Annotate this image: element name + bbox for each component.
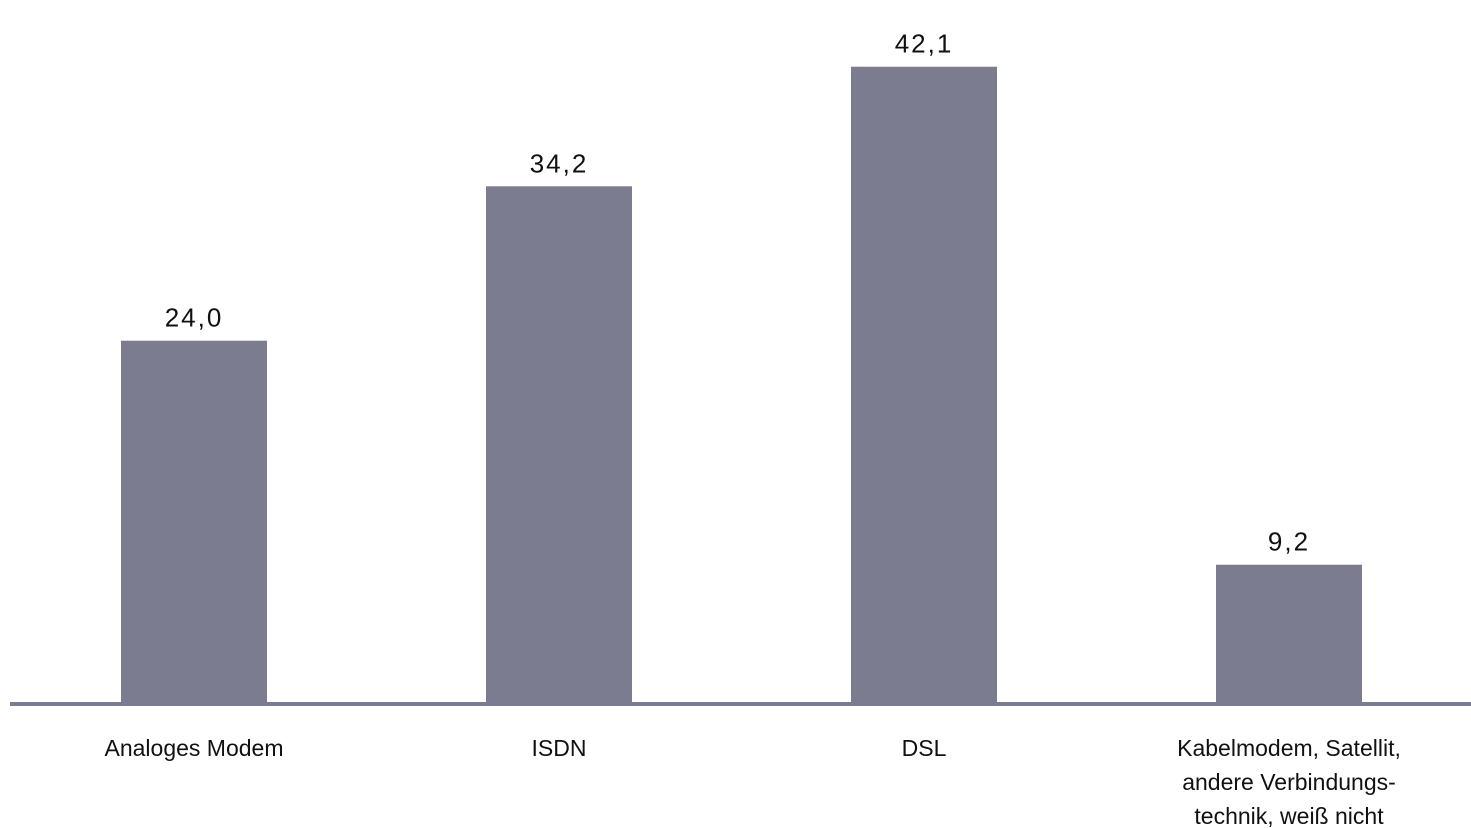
bar-2 [851, 67, 997, 704]
bar-1 [486, 186, 632, 704]
value-label-3: 9,2 [1268, 527, 1310, 557]
category-label-1: ISDN [532, 735, 587, 761]
bars-group [121, 67, 1362, 704]
category-labels-group: Analoges Modem ISDN DSL Kabelmodem, Satelli… [105, 735, 1401, 828]
bar-0 [121, 341, 267, 704]
category-label-0: Analoges Modem [105, 735, 284, 761]
value-label-0: 24,0 [165, 303, 224, 333]
value-label-1: 34,2 [530, 148, 589, 178]
bar-3 [1216, 565, 1362, 704]
value-labels-group: 24,0 34,2 42,1 9,2 [165, 29, 1310, 557]
category-label-2: DSL [902, 735, 947, 761]
category-label-3: Kabelmodem, Satellit, andere Verbindungs-… [1177, 735, 1401, 828]
value-label-2: 42,1 [895, 29, 954, 59]
